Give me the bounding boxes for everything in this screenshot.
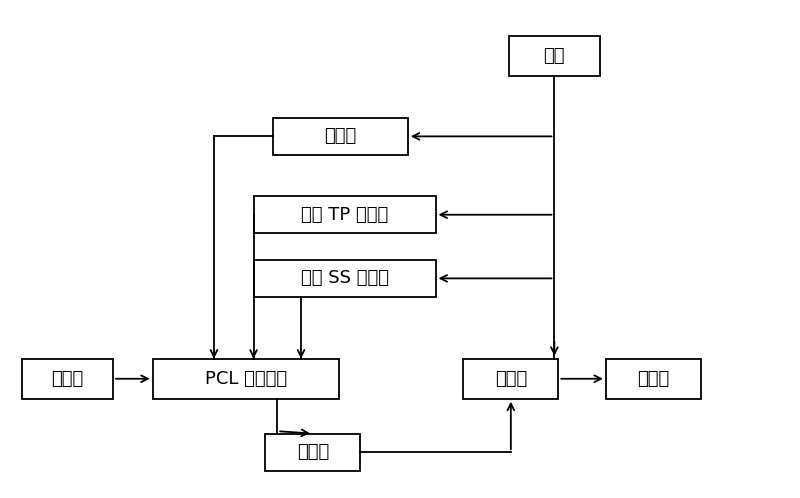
Text: 初始值: 初始值: [51, 370, 84, 388]
Bar: [274, 118, 408, 155]
Text: 在线 SS 测定仪: 在线 SS 测定仪: [301, 269, 389, 287]
Text: 混合器: 混合器: [494, 370, 527, 388]
Bar: [463, 359, 558, 399]
Text: 过滤池: 过滤池: [638, 370, 670, 388]
Bar: [22, 359, 113, 399]
Bar: [606, 359, 701, 399]
Text: 污水: 污水: [544, 47, 565, 65]
Bar: [509, 35, 600, 76]
Bar: [266, 434, 361, 471]
Bar: [254, 260, 436, 297]
Text: PCL 控制系统: PCL 控制系统: [205, 370, 286, 388]
Text: 在线 TP 分析仪: 在线 TP 分析仪: [301, 206, 388, 224]
Text: 计量泵: 计量泵: [297, 443, 329, 461]
Bar: [153, 359, 338, 399]
Bar: [254, 196, 436, 234]
Text: 流量仪: 流量仪: [325, 127, 357, 145]
